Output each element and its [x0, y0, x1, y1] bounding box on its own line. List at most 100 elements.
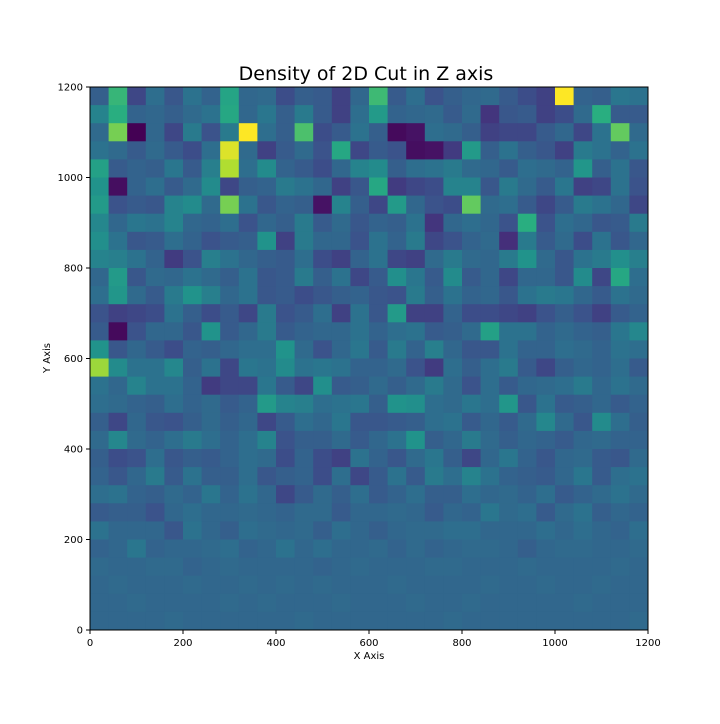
heatmap-cell [183, 286, 202, 305]
heatmap-cell [238, 611, 258, 631]
heatmap-cell [164, 412, 184, 432]
heatmap-cell [313, 539, 333, 558]
heatmap-cell [369, 231, 388, 251]
heatmap-cell [462, 123, 481, 142]
heatmap-cell [90, 159, 109, 178]
heatmap-cell [424, 557, 444, 577]
heatmap-cell [257, 249, 277, 269]
heatmap-cell [294, 177, 314, 196]
heatmap-cell [90, 593, 109, 613]
heatmap-cell [536, 521, 556, 540]
heatmap-cell [592, 557, 612, 577]
heatmap-cell [90, 268, 109, 287]
heatmap-cell [480, 159, 500, 178]
heatmap-cell [573, 467, 593, 486]
heatmap-cell [424, 430, 444, 450]
heatmap-cell [294, 358, 314, 377]
heatmap-cell [90, 449, 109, 468]
heatmap-cell [369, 195, 388, 215]
heatmap-cell [499, 231, 519, 251]
heatmap-cell [145, 213, 165, 233]
heatmap-cell [127, 213, 147, 233]
heatmap-cell [573, 304, 593, 323]
heatmap-cell [462, 249, 481, 269]
heatmap-cell [313, 611, 333, 631]
heatmap-cell [90, 611, 109, 631]
heatmap-cell [406, 231, 426, 251]
heatmap-cell [108, 521, 128, 540]
heatmap-cell [387, 394, 407, 414]
heatmap-cell [387, 593, 407, 613]
heatmap-cell [127, 412, 147, 432]
heatmap-cell [387, 358, 407, 377]
heatmap-cell [424, 521, 444, 540]
heatmap-cell [462, 286, 481, 305]
heatmap-cell [313, 557, 333, 577]
heatmap-cell [201, 412, 221, 432]
heatmap-cell [164, 231, 184, 251]
heatmap-cell [201, 195, 221, 215]
heatmap-cell [443, 503, 463, 522]
heatmap-cell [424, 376, 444, 396]
heatmap-cell [238, 195, 258, 215]
heatmap-cell [313, 376, 333, 396]
heatmap-cell [536, 123, 556, 142]
heatmap-cell [629, 449, 649, 468]
heatmap-cell [462, 611, 481, 631]
heatmap-cell [387, 268, 407, 287]
heatmap-cell [350, 593, 370, 613]
heatmap-cell [294, 340, 314, 359]
x-tick-label: 200 [173, 638, 192, 649]
heatmap-cell [499, 557, 519, 577]
heatmap-cell [610, 467, 630, 486]
y-tick-label: 400 [64, 445, 83, 456]
heatmap-cell [164, 268, 184, 287]
heatmap-cell [350, 286, 370, 305]
heatmap-cell [592, 340, 612, 359]
heatmap-cell [573, 593, 593, 613]
heatmap-cell [592, 105, 612, 124]
heatmap-cell [443, 87, 463, 106]
heatmap-cell [108, 557, 128, 577]
heatmap-cell [387, 177, 407, 196]
heatmap-cell [406, 159, 426, 178]
heatmap-cell [499, 485, 519, 504]
heatmap-cell [238, 322, 258, 341]
heatmap-cell [443, 105, 463, 124]
heatmap-cell [517, 195, 537, 215]
heatmap-cell [331, 521, 351, 540]
heatmap-cell [294, 449, 314, 468]
heatmap-cell [424, 177, 444, 196]
heatmap-cell [127, 322, 147, 341]
heatmap-cell [406, 485, 426, 504]
heatmap-cell [331, 286, 351, 305]
heatmap-cell [369, 449, 388, 468]
heatmap-cell [443, 521, 463, 540]
heatmap-cell [406, 358, 426, 377]
y-tick-label: 1200 [58, 83, 83, 94]
heatmap-cell [108, 611, 128, 631]
heatmap-cell [350, 340, 370, 359]
heatmap-cell [536, 105, 556, 124]
heatmap-cell [629, 159, 649, 178]
heatmap-cell [201, 485, 221, 504]
heatmap-cell [220, 123, 240, 142]
heatmap-cell [127, 249, 147, 269]
heatmap-cell [220, 575, 240, 595]
heatmap-cell [145, 503, 165, 522]
heatmap-cell [517, 304, 537, 323]
heatmap-cell [183, 539, 202, 558]
heatmap-cell [443, 304, 463, 323]
heatmap-cell [555, 521, 574, 540]
heatmap-cell [406, 268, 426, 287]
heatmap-cell [276, 539, 295, 558]
heatmap-cell [499, 249, 519, 269]
heatmap-cell [592, 376, 612, 396]
heatmap-cell [294, 485, 314, 504]
heatmap-cell [145, 249, 165, 269]
heatmap-cell [183, 249, 202, 269]
heatmap-cell [369, 105, 388, 124]
heatmap-cell [220, 449, 240, 468]
heatmap-cell [127, 304, 147, 323]
heatmap-cell [592, 611, 612, 631]
